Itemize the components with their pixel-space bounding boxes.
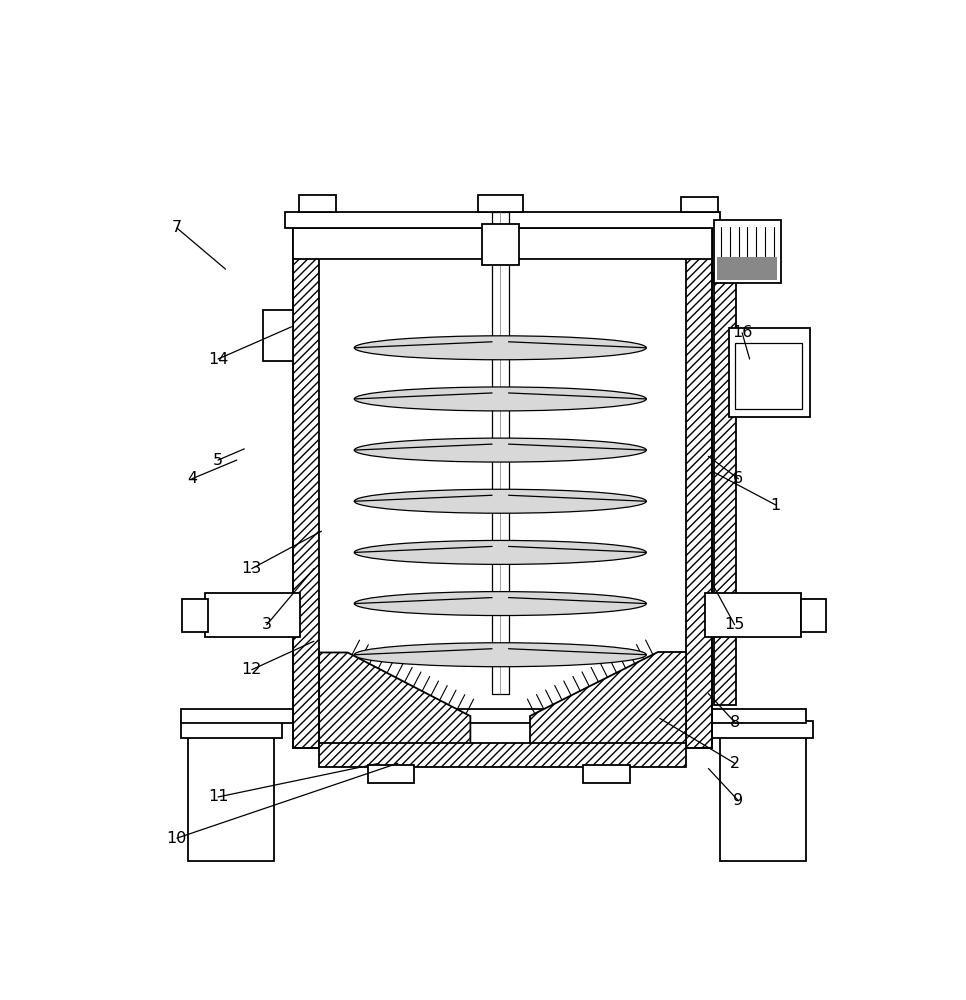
Text: 9: 9 [733,793,744,808]
Ellipse shape [355,438,646,462]
Ellipse shape [355,643,646,667]
Text: 11: 11 [208,789,228,804]
Bar [181,721,282,738]
Text: 4: 4 [186,471,197,486]
Polygon shape [530,652,686,745]
Ellipse shape [355,540,646,564]
Bar [368,765,414,783]
Text: 1: 1 [771,497,781,512]
Bar [718,257,778,280]
Bar [734,343,802,409]
Bar [714,220,781,283]
Bar [298,195,336,212]
Bar [286,212,720,228]
Text: 10: 10 [167,831,187,846]
Text: 5: 5 [213,453,223,468]
Text: 7: 7 [172,220,182,235]
Bar [583,765,630,783]
Bar [492,212,508,694]
Bar [293,228,319,748]
Bar [482,224,519,265]
Bar [319,228,686,748]
Bar [263,310,293,361]
Ellipse shape [355,387,646,411]
Bar [319,743,686,767]
Ellipse shape [355,336,646,360]
Text: 12: 12 [242,662,262,677]
Text: 16: 16 [732,325,753,340]
Bar [720,732,806,861]
Bar [183,599,208,632]
Text: 15: 15 [724,617,745,632]
Bar [728,328,810,417]
Bar [188,732,274,861]
Bar [205,593,300,637]
Bar [801,599,826,632]
Bar [293,228,712,259]
Text: 8: 8 [729,715,740,730]
Text: 6: 6 [733,471,744,486]
Bar [712,721,813,738]
Bar [686,228,712,748]
Ellipse shape [355,592,646,616]
Text: 13: 13 [242,561,262,576]
Bar [681,197,718,212]
Bar [181,709,806,723]
Text: 2: 2 [729,756,740,771]
Bar [705,593,801,637]
Text: 14: 14 [208,352,228,367]
Text: 3: 3 [262,617,271,632]
Ellipse shape [355,489,646,513]
Bar [478,195,523,212]
Bar [714,273,736,705]
Polygon shape [319,652,470,745]
